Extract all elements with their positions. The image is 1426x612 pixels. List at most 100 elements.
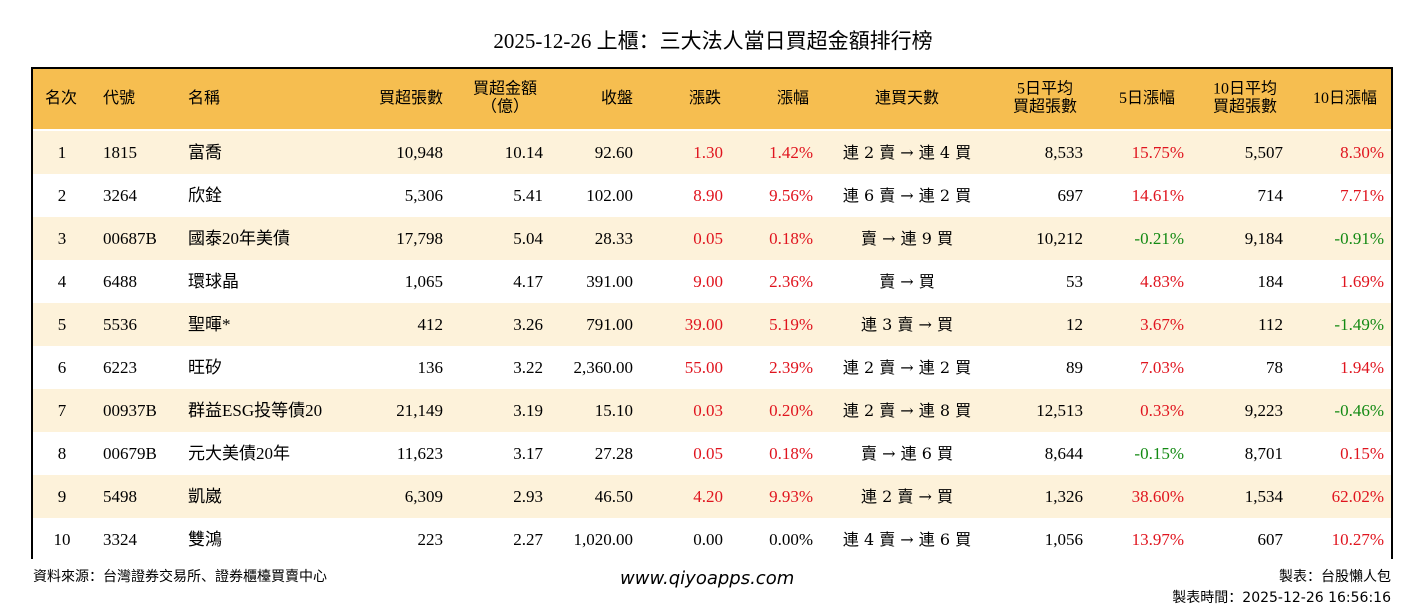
cell: 5.41 <box>513 186 543 206</box>
cell: 環球晶 <box>188 272 239 292</box>
cell: 賣 → 連 6 買 <box>861 443 953 463</box>
cell: 136 <box>417 358 444 378</box>
cell: 富喬 <box>188 143 222 163</box>
cell: 412 <box>417 315 444 335</box>
cell: 0.18% <box>769 229 813 249</box>
cell: 連 6 賣 → 連 2 買 <box>842 185 972 205</box>
cell: 607 <box>1257 530 1284 550</box>
cell: 6,309 <box>404 487 443 507</box>
cell: 0.18% <box>769 444 813 464</box>
cell: 連 2 賣 → 連 4 買 <box>842 142 972 162</box>
cell: 連 2 賣 → 連 8 買 <box>842 400 972 420</box>
cell: 0.00 <box>693 530 723 550</box>
cell: 1,056 <box>1044 530 1083 550</box>
cell: 0.33% <box>1140 401 1184 421</box>
cell: 27.28 <box>594 444 633 464</box>
cell: -0.21% <box>1134 229 1184 249</box>
cell: 8 <box>57 444 67 464</box>
row <box>33 389 1391 432</box>
cell: 1.42% <box>769 143 813 163</box>
cell: 4.20 <box>693 487 723 507</box>
cell: 3324 <box>103 530 137 550</box>
cell: 4.17 <box>513 272 543 292</box>
table: 名次 代號 名稱 買超張數 買超金額 （億） 收盤 漲跌 漲幅 連買天數 5日平均 買超張數 5日漲幅 1… <box>31 67 1393 561</box>
cell: 1,020.00 <box>573 530 634 550</box>
cell: 1.30 <box>693 143 723 163</box>
cell: 0.05 <box>693 444 723 464</box>
cell: 10 <box>53 530 71 550</box>
cell: 1 <box>57 143 67 163</box>
cell: 連 2 賣 → 連 2 買 <box>842 357 972 377</box>
header-cell: 10日漲幅 <box>1313 90 1377 108</box>
cell: 12 <box>1066 315 1083 335</box>
cell: 賣 → 買 <box>879 271 935 291</box>
header-row <box>33 69 1391 129</box>
header-text: 買超張數 <box>1012 99 1078 116</box>
cell: 連 3 賣 → 買 <box>861 314 953 334</box>
cell: 0.03 <box>693 401 723 421</box>
cell: 1.94% <box>1340 358 1384 378</box>
header-text: 收盤 <box>600 89 633 107</box>
cell: 0.20% <box>769 401 813 421</box>
cell: 1,326 <box>1044 487 1083 507</box>
cell: 12,513 <box>1036 401 1083 421</box>
row <box>33 303 1391 346</box>
cell: 1,534 <box>1244 487 1283 507</box>
cell: 1.69% <box>1340 272 1384 292</box>
cell: 2,360.00 <box>573 358 634 378</box>
title: 2025-12-26 上櫃：三大法人當日買超金額排行榜 <box>493 29 933 53</box>
cell: 6223 <box>103 358 137 378</box>
header-text: 連買天數 <box>874 89 940 107</box>
cell: 國泰20年美債 <box>188 229 290 249</box>
cell: 5.04 <box>513 229 543 249</box>
row <box>33 174 1391 217</box>
cell: 連 4 賣 → 連 6 買 <box>842 529 972 549</box>
header-cell: 漲跌 <box>689 90 721 108</box>
cell: 5536 <box>103 315 137 335</box>
cell: -0.15% <box>1134 444 1184 464</box>
cell: 697 <box>1057 186 1084 206</box>
cell: -0.46% <box>1334 401 1384 421</box>
cell: 元大美債20年 <box>188 444 290 464</box>
header-cell: 漲幅 <box>777 90 809 108</box>
cell: 15.10 <box>594 401 633 421</box>
header-text: 代號 <box>103 89 136 107</box>
cell: 11,623 <box>396 444 443 464</box>
cell: 8.30% <box>1340 143 1384 163</box>
cell: 00937B <box>103 401 157 421</box>
cell: 9,223 <box>1244 401 1283 421</box>
cell: 9.93% <box>769 487 813 507</box>
cell: 1815 <box>103 143 137 163</box>
cell: 4.83% <box>1140 272 1184 292</box>
cell: 3.26 <box>513 315 543 335</box>
cell: 1,065 <box>404 272 443 292</box>
cell: 7.03% <box>1140 358 1184 378</box>
cell: 5,507 <box>1244 143 1283 163</box>
cell: 群益ESG投等債20 <box>188 401 323 421</box>
time: 製表時間：2025-12-26 16:56:16 <box>1172 590 1391 606</box>
cell: 3264 <box>103 186 137 206</box>
cell: 2.27 <box>513 530 543 550</box>
cell: 8,533 <box>1044 143 1083 163</box>
cell: 28.33 <box>594 229 633 249</box>
cell: 13.97% <box>1131 530 1184 550</box>
cell: 46.50 <box>594 487 633 507</box>
cell: 53 <box>1066 272 1083 292</box>
cell: 7 <box>57 401 67 421</box>
cell: 3.67% <box>1140 315 1184 335</box>
header-text: 漲幅 <box>776 89 810 107</box>
cell: 14.61% <box>1131 186 1184 206</box>
cell: 17,798 <box>396 229 443 249</box>
cell: 184 <box>1257 272 1284 292</box>
row <box>33 260 1391 303</box>
header-cell: 代號 <box>103 90 135 108</box>
header-text: 買超張數 <box>378 89 443 107</box>
cell: 2 <box>57 186 67 206</box>
cell: 欣銓 <box>188 186 222 206</box>
cell: 92.60 <box>594 143 633 163</box>
cell: 714 <box>1257 186 1284 206</box>
source: 資料來源：台灣證券交易所、證券櫃檯買賣中心 <box>33 569 327 585</box>
cell: -1.49% <box>1334 315 1384 335</box>
row <box>33 475 1391 518</box>
